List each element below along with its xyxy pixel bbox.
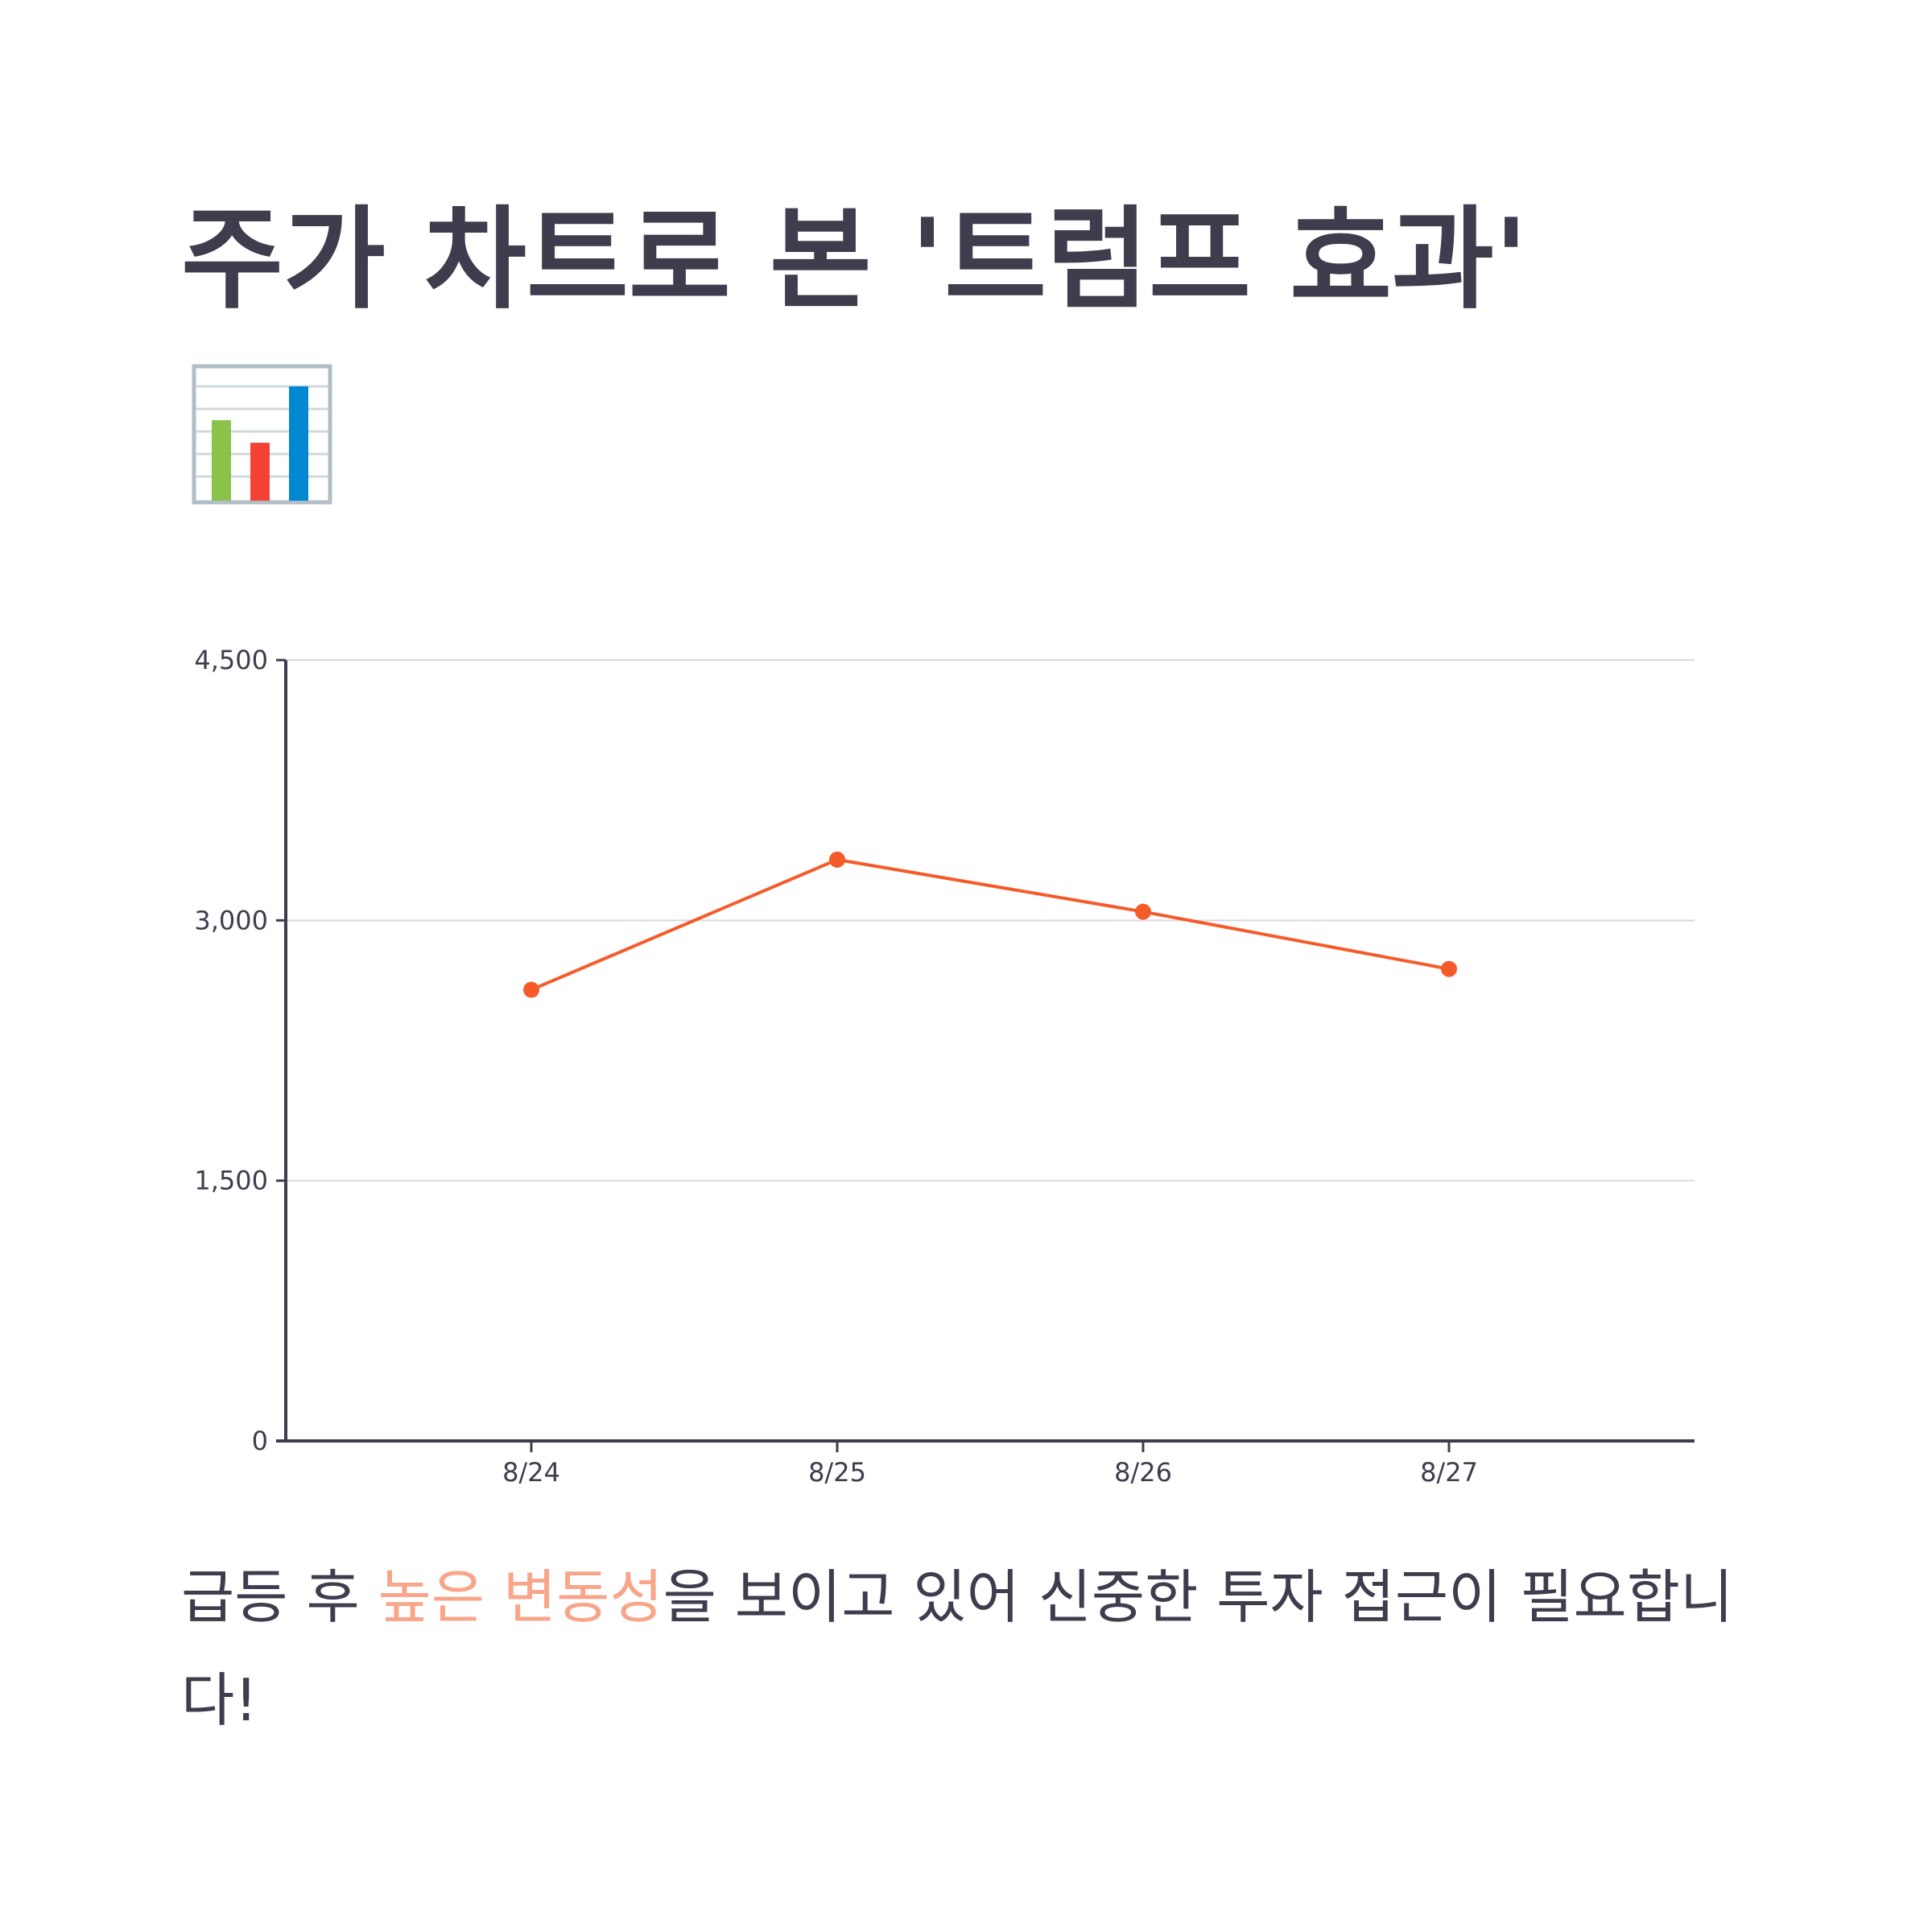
series [523, 851, 1457, 998]
grid-lines [286, 659, 1695, 1182]
data-point [1135, 903, 1151, 920]
series-line [530, 857, 1450, 992]
y-tick-label: 0 [252, 1426, 268, 1456]
data-point [829, 851, 845, 868]
x-tick-labels: 8/24 8/25 8/26 8/27 [502, 1457, 1478, 1488]
x-tick-label: 8/27 [1420, 1457, 1478, 1488]
y-tick-labels: 0 1,500 3,000 4,500 [194, 645, 268, 1456]
page-title: 주가 차트로 본 '트럼프 효과' [181, 195, 1529, 324]
y-tick-label: 3,000 [194, 905, 268, 935]
y-tick-label: 1,500 [194, 1166, 268, 1196]
caption-text-after: 을 보이고 있어 신중한 투자 접근이 필요합니다! [181, 1563, 1734, 1734]
caption: 급등 후 높은 변동성을 보이고 있어 신중한 투자 접근이 필요합니다! [181, 1546, 1783, 1752]
x-tick-label: 8/24 [502, 1457, 560, 1488]
x-tick-label: 8/25 [808, 1457, 866, 1488]
y-tick-label: 4,500 [194, 645, 268, 675]
axes [276, 658, 1695, 1452]
x-tick-label: 8/26 [1114, 1457, 1172, 1488]
bar-chart-icon [192, 364, 332, 505]
data-point [1441, 960, 1457, 977]
caption-highlight: 높은 변동성 [378, 1563, 663, 1631]
data-point [523, 981, 539, 998]
caption-text-before: 급등 후 [181, 1563, 378, 1631]
